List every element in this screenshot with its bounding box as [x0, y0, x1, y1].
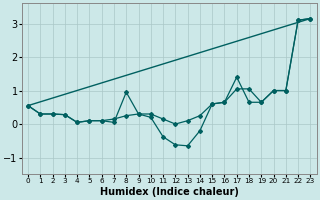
X-axis label: Humidex (Indice chaleur): Humidex (Indice chaleur) — [100, 187, 239, 197]
